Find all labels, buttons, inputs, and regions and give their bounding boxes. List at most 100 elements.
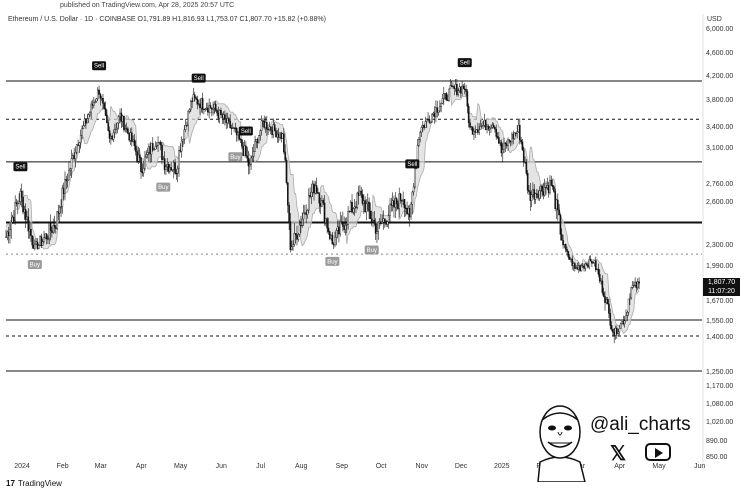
candle-body [394, 198, 397, 208]
candle-body [315, 185, 318, 193]
candle-body [450, 85, 453, 87]
candle-body [82, 125, 85, 129]
candle-body [509, 140, 512, 143]
candle-body [285, 159, 288, 183]
candle-body [226, 118, 229, 124]
candle-body [344, 225, 347, 230]
candle-body [529, 191, 532, 201]
candle-body [262, 120, 264, 122]
candle-body [505, 143, 508, 146]
candle-body [165, 166, 167, 171]
candle-body [378, 221, 381, 223]
candle-body [241, 139, 243, 147]
candle-body [393, 200, 395, 208]
candle-body [618, 328, 621, 333]
candle-body [473, 131, 475, 135]
candle-body [19, 190, 22, 202]
candle-body [72, 155, 74, 160]
candle-body [74, 152, 77, 159]
candle-body [229, 120, 231, 129]
candle-body [267, 129, 269, 131]
candle-body [195, 97, 197, 100]
candle-body [559, 214, 562, 235]
candle-body [480, 125, 483, 127]
candle-body [332, 243, 335, 246]
signal-label: Sell [407, 162, 417, 168]
candle-body [499, 142, 501, 144]
candle-body [416, 145, 419, 162]
candle-body [277, 133, 280, 138]
candle-body [256, 139, 259, 144]
candle-body [292, 244, 294, 248]
last-price-tag: 1,807.70 [703, 278, 740, 287]
x-tick-label: Oct [376, 463, 387, 470]
candle-body [577, 265, 580, 270]
candle-body [318, 193, 321, 204]
candle-body [381, 221, 383, 225]
candle-body [440, 103, 442, 107]
candle-body [107, 122, 110, 131]
candle-body [372, 220, 374, 222]
signal-label: Sell [15, 165, 25, 171]
x-tick-label: Feb [57, 463, 69, 470]
candle-body [235, 128, 238, 136]
candle-body [313, 183, 315, 194]
candle-body [112, 132, 115, 140]
youtube-icon[interactable] [645, 443, 671, 461]
candle-body [190, 100, 192, 110]
candle-body [370, 218, 373, 222]
candle-body [141, 171, 144, 174]
candle-body [516, 131, 518, 134]
candle-body [32, 244, 35, 249]
candle-body [245, 145, 247, 156]
candle-body [545, 187, 547, 189]
candle-body [284, 151, 286, 161]
candle-body [172, 162, 175, 170]
candle-body [538, 190, 541, 199]
x-logo-icon[interactable]: 𝕏 [610, 443, 627, 465]
candle-body [557, 199, 559, 211]
candle-body [562, 239, 564, 246]
candle-body [272, 124, 275, 135]
candle-body [638, 281, 640, 284]
candle-body [90, 103, 92, 113]
candle-body [436, 107, 439, 113]
candle-body [585, 263, 588, 266]
candle-body [171, 169, 174, 171]
candle-body [113, 129, 116, 134]
candle-body [631, 285, 634, 288]
candle-body [511, 134, 513, 143]
candle-body [217, 112, 220, 119]
candle-body [212, 107, 214, 110]
signal-badge [228, 152, 243, 162]
candle-body [621, 321, 623, 325]
candle-body [55, 227, 57, 229]
x-tick-label: May [174, 463, 188, 470]
candle-body [591, 260, 593, 264]
candle-body [275, 130, 277, 138]
candle-body [153, 149, 155, 151]
candle-body [255, 139, 258, 142]
candle-body [342, 221, 344, 227]
candle-body [323, 202, 326, 223]
candle-body [307, 195, 310, 211]
candle-body [120, 112, 123, 122]
candle-body [537, 194, 539, 199]
y-tick-label: 3,800.00 [706, 97, 733, 104]
candle-body [606, 299, 609, 305]
candle-body [553, 186, 555, 192]
candle-body [522, 149, 525, 163]
candle-body [11, 216, 14, 223]
y-tick-label: 850.00 [706, 454, 728, 461]
x-tick-label: Nov [416, 463, 429, 470]
candle-body [237, 132, 239, 136]
candle-body [558, 209, 560, 216]
author-handle: @ali_charts [590, 414, 691, 435]
candle-body [154, 146, 157, 150]
candle-body [246, 155, 248, 159]
candle-body [374, 222, 377, 234]
tradingview-logo[interactable]: 17 TradingView [6, 479, 62, 488]
candle-body [167, 164, 170, 172]
